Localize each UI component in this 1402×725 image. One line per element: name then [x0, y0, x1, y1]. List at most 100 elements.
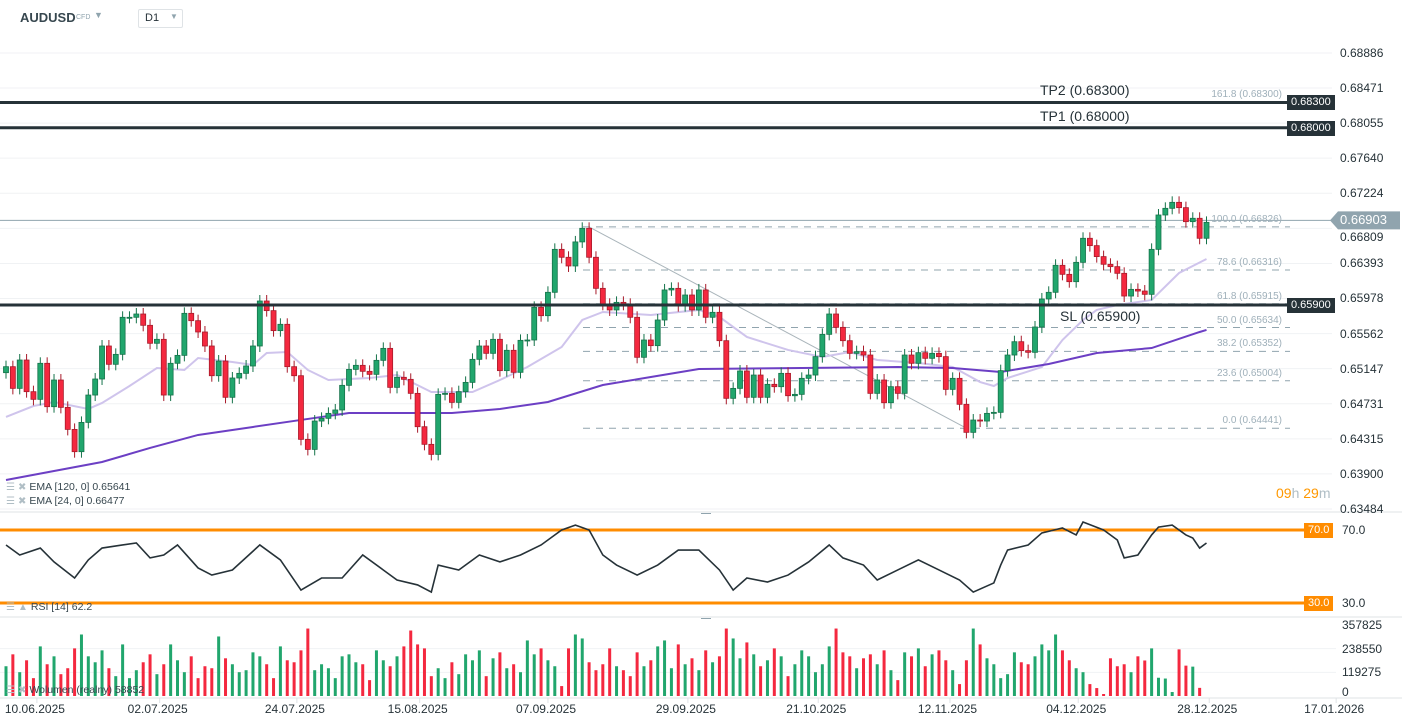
volume-bar [1184, 665, 1188, 696]
volume-bar [903, 652, 907, 696]
volume-bar [107, 668, 111, 696]
volume-bar [429, 676, 433, 696]
candle-body [750, 374, 757, 398]
volume-bar [320, 664, 324, 696]
rsi-level-tag: 30.0 [1304, 596, 1334, 611]
candle-body [455, 391, 462, 403]
price-axis-label: 0.67224 [1340, 186, 1384, 201]
candle-body [298, 375, 304, 440]
candle-body [860, 351, 867, 356]
volume-bar [100, 650, 104, 696]
price-axis-label: 0.65562 [1340, 326, 1384, 341]
candle-body [469, 358, 476, 383]
pane-resize-handle[interactable] [701, 618, 711, 619]
volume-bar [567, 648, 571, 696]
volume-bar [827, 646, 831, 696]
candle-body [1121, 272, 1128, 297]
volume-bar [1060, 650, 1064, 696]
volume-bar [251, 652, 255, 696]
volume-bar [601, 664, 605, 696]
volume-bar [1067, 660, 1071, 696]
volume-bar [1095, 688, 1099, 696]
menu-icon[interactable]: ☰ [6, 496, 15, 507]
candle-body [311, 420, 318, 450]
fib-level-label: 50.0 (0.65634) [1216, 314, 1282, 326]
price-axis-label: 0.68055 [1340, 116, 1384, 131]
candle-body [874, 379, 881, 394]
candle-body [1148, 248, 1155, 295]
volume-bar [813, 672, 817, 696]
candle-body [579, 227, 586, 243]
candle-body [936, 352, 942, 358]
candle-body [236, 372, 243, 379]
menu-icon[interactable]: ☰ [6, 602, 15, 613]
candle-body [593, 256, 599, 289]
legend-ema24-label: EMA [24, 0] 0.66477 [29, 495, 125, 507]
volume-bar [765, 660, 769, 696]
volume-bar [916, 648, 920, 696]
candle-body [85, 394, 92, 423]
candle-body [894, 386, 901, 394]
legend-ema120[interactable]: ☰ ✖ EMA [120, 0] 0.65641 [6, 481, 130, 494]
volume-bar [615, 666, 619, 696]
volume-bar [999, 678, 1003, 696]
volume-bar [1081, 672, 1085, 696]
volume-bar [224, 658, 228, 696]
volume-bar [580, 638, 584, 696]
candle-body [352, 364, 359, 370]
close-icon[interactable]: ✖ [17, 496, 27, 507]
close-icon[interactable]: ✖ [17, 482, 27, 493]
candle-body [695, 289, 702, 311]
candle-body [778, 372, 785, 388]
volume-bar [368, 680, 372, 696]
candle-body [846, 340, 853, 354]
legend-volume[interactable]: ☰ ✖ Wolumen (realny) 58852 [6, 684, 144, 697]
volume-bar [237, 672, 241, 696]
volume-bar [951, 670, 955, 696]
volume-bar [1054, 634, 1058, 696]
volume-bar [134, 670, 138, 696]
volume-bar [464, 654, 468, 696]
fib-trend-line [588, 226, 967, 429]
volume-bar [25, 660, 29, 696]
volume-bar [958, 684, 962, 696]
legend-ema24[interactable]: ☰ ✖ EMA [24, 0] 0.66477 [6, 495, 125, 508]
collapse-icon[interactable]: ▲ [17, 602, 28, 613]
price-axis-label: 0.68471 [1340, 81, 1384, 96]
symbol-dropdown-icon[interactable]: ▼ [94, 10, 103, 20]
date-axis-label: 15.08.2025 [387, 702, 448, 716]
pane-resize-handle[interactable] [701, 513, 711, 514]
candle-body [119, 316, 126, 355]
fib-level-label: 23.6 (0.65004) [1216, 367, 1282, 379]
legend-rsi[interactable]: ☰ ▲ RSI [14] 62.2 [6, 601, 92, 614]
volume-bar [409, 630, 413, 696]
volume-bar [800, 650, 804, 696]
volume-bar [944, 660, 948, 696]
candle-body [1032, 326, 1038, 353]
candle-body [497, 338, 503, 372]
level-price-tag-sl: 0.65900 [1287, 298, 1335, 314]
menu-icon[interactable]: ☰ [6, 685, 15, 696]
candle-body [277, 323, 284, 332]
close-icon[interactable]: ✖ [17, 685, 27, 696]
candle-body [1066, 273, 1073, 283]
candle-body [92, 378, 99, 396]
timeframe-select[interactable]: D1 ▼ [138, 9, 183, 28]
volume-bar [189, 656, 193, 696]
volume-bar [374, 650, 378, 696]
candle-body [57, 379, 64, 408]
volume-bar [388, 666, 392, 696]
price-axis-label: 0.67640 [1340, 151, 1384, 166]
candle-body [572, 241, 579, 267]
candle-body [1169, 201, 1176, 209]
volume-bar [1006, 674, 1010, 696]
volume-bar [1156, 677, 1160, 696]
volume-bar [923, 666, 927, 696]
candle-body [9, 366, 16, 389]
menu-icon[interactable]: ☰ [6, 482, 15, 493]
candle-body [490, 338, 496, 354]
volume-bar [937, 650, 941, 696]
volume-bar [457, 674, 461, 696]
symbol-selector[interactable]: AUDUSD [20, 10, 76, 25]
